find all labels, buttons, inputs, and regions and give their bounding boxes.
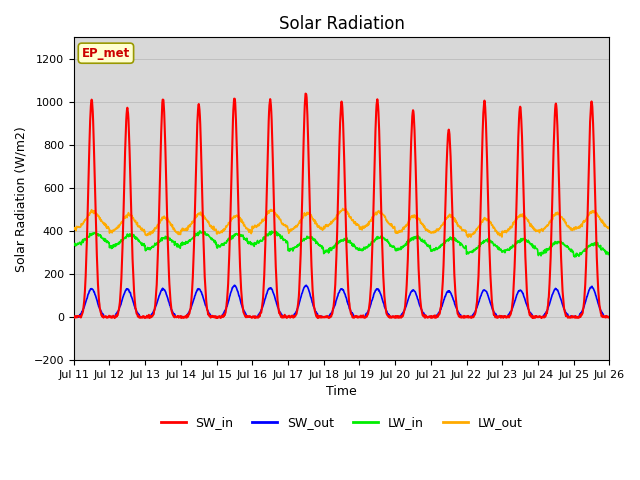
X-axis label: Time: Time <box>326 385 357 398</box>
Title: Solar Radiation: Solar Radiation <box>278 15 404 33</box>
Text: EP_met: EP_met <box>82 47 130 60</box>
Legend: SW_in, SW_out, LW_in, LW_out: SW_in, SW_out, LW_in, LW_out <box>156 411 527 434</box>
Y-axis label: Solar Radiation (W/m2): Solar Radiation (W/m2) <box>15 126 28 272</box>
